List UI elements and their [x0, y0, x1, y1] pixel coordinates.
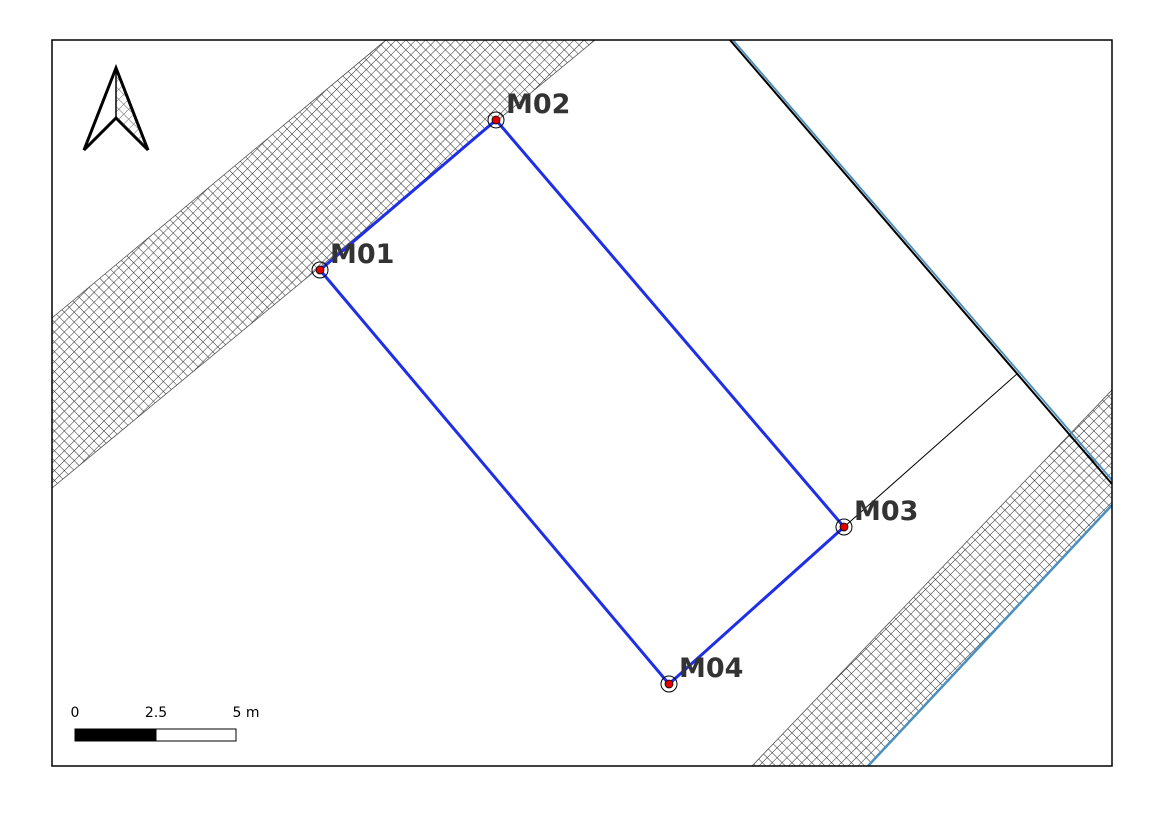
neighbor-connector-line: [843, 372, 1019, 528]
boundary-line-upper: [729, 40, 1112, 485]
map-frame-border: [51, 39, 1113, 767]
survey-point-m04[interactable]: [660, 675, 678, 693]
scale-bar-black-segment: [74, 728, 157, 742]
scale-bar-white-segment: [155, 728, 237, 742]
boundary-line-upper-blue: [732, 40, 1112, 481]
boundary-line-lower-blue: [867, 504, 1112, 766]
survey-point-m01[interactable]: [311, 261, 329, 279]
point-label-m03: M03: [854, 496, 918, 527]
north-arrow-icon: [82, 63, 150, 152]
point-label-m01: M01: [330, 239, 394, 270]
point-label-m04: M04: [679, 653, 743, 684]
road-strip-lower: [751, 389, 1112, 766]
scale-bar: 0 2.5 5 m: [71, 705, 260, 742]
survey-point-m02[interactable]: [487, 111, 505, 129]
scale-label-2-5: 2.5: [145, 705, 167, 721]
survey-point-m03[interactable]: [835, 518, 853, 536]
scale-label-5m: 5 m: [233, 705, 260, 721]
scale-label-0: 0: [71, 705, 80, 721]
point-label-m02: M02: [506, 89, 570, 120]
